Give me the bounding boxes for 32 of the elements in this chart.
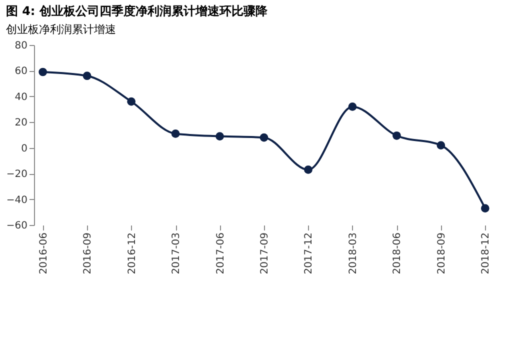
x-tick-label: 2018-06 (392, 232, 404, 274)
x-tick-label: 2017-12 (304, 232, 315, 274)
y-tick-label: 0 (21, 143, 28, 154)
x-tick-label: 2018-12 (480, 232, 492, 274)
point (171, 130, 180, 138)
point (127, 97, 136, 106)
point (436, 141, 446, 150)
point (38, 68, 48, 76)
y-tick-label: −40 (6, 194, 28, 206)
x-tick-label: 2017-06 (215, 232, 226, 274)
x-tick-label: 2016-09 (82, 232, 94, 274)
chart-title: 图 4: 创业板公司四季度净利润累计增速环比骤降 (6, 4, 268, 18)
y-tick-label: 80 (14, 40, 28, 52)
point (260, 133, 268, 142)
y-tick-label: −20 (6, 169, 28, 180)
point (348, 102, 357, 111)
x-tick-label: 2018-09 (436, 232, 448, 274)
point (82, 72, 92, 80)
x-tick-label: 2018-03 (348, 232, 359, 274)
y-tick-label: 20 (14, 118, 28, 129)
y-tick-label: 40 (14, 92, 28, 103)
point (480, 204, 490, 212)
chart-subtitle: 创业板净利润累计增速 (6, 23, 116, 36)
point (304, 166, 312, 174)
y-tick-label: −60 (6, 220, 28, 232)
point (392, 131, 401, 140)
x-tick-label: 2017-03 (171, 232, 182, 274)
point (216, 132, 224, 140)
x-tick-label: 2016-06 (38, 232, 50, 274)
x-tick-label: 2017-09 (260, 232, 270, 274)
x-tick-label: 2016-12 (126, 232, 138, 274)
y-tick-label: 60 (14, 66, 28, 78)
